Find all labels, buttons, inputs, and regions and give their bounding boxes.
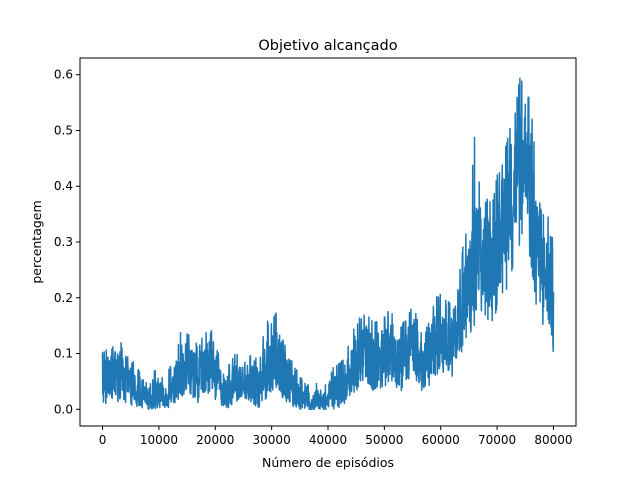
x-tick-label: 80000	[534, 433, 572, 447]
x-tick-label: 60000	[422, 433, 460, 447]
x-tick-label: 70000	[478, 433, 516, 447]
y-axis-label: percentagem	[29, 200, 44, 283]
x-axis-label: Número de episódios	[262, 455, 394, 470]
x-tick-label: 10000	[140, 433, 178, 447]
x-tick-label: 0	[99, 433, 107, 447]
x-tick-label: 40000	[309, 433, 347, 447]
ticks-layer: 0 10000 20000 30000 40000 50000 60000 70000 8000…	[54, 68, 573, 447]
x-tick-label: 20000	[196, 433, 234, 447]
plot-area-frame	[79, 57, 577, 427]
y-tick-label: 0.3	[54, 235, 73, 249]
y-tick-label: 0.5	[54, 123, 73, 137]
x-tick-label: 50000	[365, 433, 403, 447]
y-tick-label: 0.0	[54, 402, 73, 416]
y-tick-label: 0.6	[54, 68, 73, 82]
y-tick-label: 0.4	[54, 179, 73, 193]
y-tick-label: 0.2	[54, 291, 73, 305]
x-tick-label: 30000	[253, 433, 291, 447]
series-layer	[101, 77, 555, 411]
series-line	[101, 77, 555, 411]
chart-title: Objetivo alcançado	[258, 38, 397, 54]
y-tick-label: 0.1	[54, 347, 73, 361]
